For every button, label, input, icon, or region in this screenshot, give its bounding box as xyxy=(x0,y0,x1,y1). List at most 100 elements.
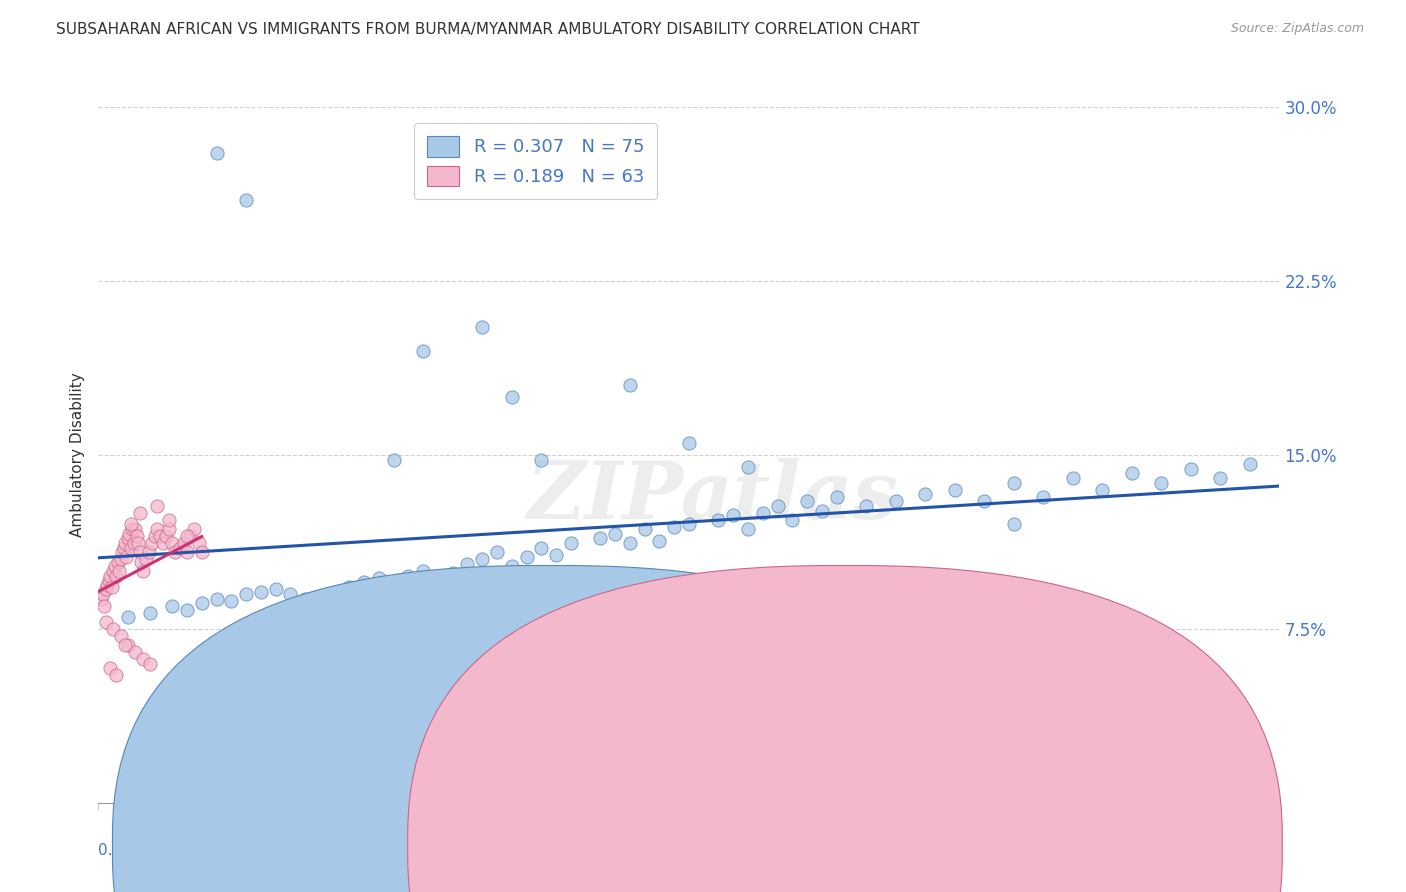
Point xyxy=(141,536,163,550)
Point xyxy=(751,506,773,520)
Point xyxy=(169,541,191,555)
Point xyxy=(855,499,877,513)
Point xyxy=(368,571,391,585)
Point xyxy=(353,575,375,590)
Point xyxy=(121,522,143,536)
Point xyxy=(1150,684,1173,698)
Point xyxy=(128,545,150,559)
Point xyxy=(120,517,142,532)
Point xyxy=(1002,517,1025,532)
Point xyxy=(162,536,183,550)
Point xyxy=(235,193,257,207)
Point xyxy=(124,522,146,536)
Point xyxy=(205,146,228,161)
Point xyxy=(250,584,273,599)
Point xyxy=(501,390,523,404)
Point xyxy=(149,529,172,543)
Point xyxy=(619,378,641,392)
Point xyxy=(138,545,160,559)
Point xyxy=(93,599,115,613)
Point xyxy=(117,610,139,624)
Point xyxy=(766,499,789,513)
Point xyxy=(157,513,180,527)
Point xyxy=(648,533,671,548)
Point xyxy=(132,652,155,666)
Point xyxy=(176,545,198,559)
Point xyxy=(1062,471,1084,485)
Point xyxy=(973,494,995,508)
Point xyxy=(117,532,139,546)
Text: ZIPatlas: ZIPatlas xyxy=(526,458,898,535)
Point xyxy=(737,522,759,536)
Point xyxy=(105,568,128,582)
Point xyxy=(471,552,494,566)
Y-axis label: Ambulatory Disability: Ambulatory Disability xyxy=(69,373,84,537)
Point xyxy=(94,615,117,629)
Point xyxy=(157,522,180,536)
Point xyxy=(427,573,450,587)
Point xyxy=(412,564,434,578)
Point xyxy=(382,452,405,467)
Point xyxy=(1091,483,1114,497)
Point xyxy=(173,536,195,550)
Point xyxy=(678,436,700,450)
Point xyxy=(110,552,132,566)
Text: Source: ZipAtlas.com: Source: ZipAtlas.com xyxy=(1230,22,1364,36)
Point xyxy=(353,665,375,680)
Point xyxy=(721,508,744,523)
Point xyxy=(1150,475,1173,490)
Point xyxy=(155,529,177,543)
Point xyxy=(122,536,145,550)
Point xyxy=(471,320,494,334)
Point xyxy=(810,503,832,517)
Point xyxy=(146,522,169,536)
Point xyxy=(205,591,228,606)
Point xyxy=(103,622,125,636)
Point xyxy=(441,566,464,581)
Text: Immigrants from Burma/Myanmar: Immigrants from Burma/Myanmar xyxy=(869,837,1129,851)
Point xyxy=(191,596,214,610)
Point xyxy=(112,541,135,555)
Point xyxy=(191,675,214,690)
Point xyxy=(278,587,302,601)
Point xyxy=(664,520,686,534)
Point xyxy=(589,532,612,546)
Point xyxy=(139,606,162,620)
Point xyxy=(530,452,553,467)
Text: Sub-Saharan Africans: Sub-Saharan Africans xyxy=(574,837,738,851)
Point xyxy=(309,599,332,613)
Point xyxy=(294,591,316,606)
Point xyxy=(501,559,523,574)
Point xyxy=(943,483,966,497)
Point xyxy=(127,536,149,550)
Point xyxy=(515,549,537,564)
Point xyxy=(605,526,627,541)
Point xyxy=(152,536,174,550)
Point xyxy=(678,517,700,532)
Point xyxy=(146,499,169,513)
Point xyxy=(98,568,121,582)
Point xyxy=(183,522,205,536)
Point xyxy=(544,548,567,562)
Point xyxy=(337,580,360,594)
Point xyxy=(1002,475,1025,490)
Point xyxy=(90,591,112,606)
Point xyxy=(135,552,157,566)
Point xyxy=(396,568,419,582)
Point xyxy=(97,573,120,587)
Point xyxy=(114,536,136,550)
Point xyxy=(120,541,142,555)
Point xyxy=(619,536,641,550)
Point xyxy=(737,459,759,474)
Point xyxy=(1121,467,1143,481)
Point xyxy=(162,599,183,613)
Point xyxy=(107,555,129,569)
Point xyxy=(176,529,198,543)
Point xyxy=(456,557,478,571)
Point xyxy=(884,494,907,508)
Point xyxy=(176,603,198,617)
Point xyxy=(118,526,141,541)
Point xyxy=(117,638,139,652)
Point xyxy=(1032,490,1054,504)
Point xyxy=(382,578,405,592)
